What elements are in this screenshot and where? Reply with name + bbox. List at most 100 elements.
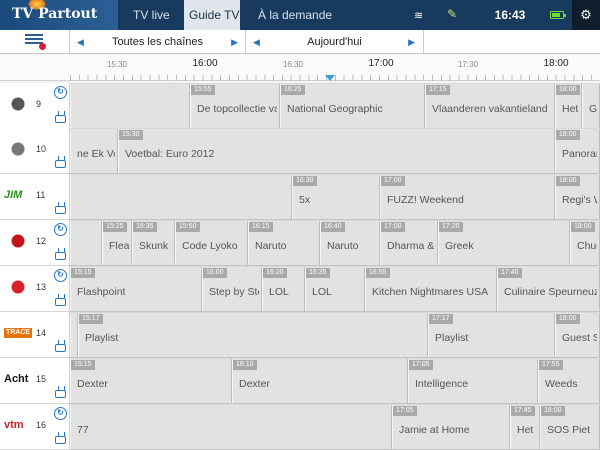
program-block[interactable]: Ge bbox=[582, 84, 600, 128]
program-block[interactable]: 18:00 Panorama bbox=[555, 129, 600, 173]
channel-cell[interactable]: Acht 15 bbox=[0, 358, 70, 404]
program-block[interactable]: 17:00 Dharma & bbox=[380, 221, 438, 265]
program-block[interactable]: 16:15 Naruto bbox=[248, 221, 320, 265]
program-block[interactable]: 16:00 Step by Ste bbox=[202, 267, 262, 311]
program-start-time: 15:35 bbox=[133, 222, 157, 232]
time-label: 18:00 bbox=[543, 58, 569, 69]
channel-cell[interactable]: 12 ↻ bbox=[0, 220, 70, 266]
program-title: SOS Piet bbox=[547, 424, 591, 436]
prev-channel-filter-icon[interactable]: ◀ bbox=[77, 37, 84, 47]
program-start-time: 16:00 bbox=[203, 268, 227, 278]
channel-cell[interactable]: JIM 11 bbox=[0, 174, 70, 220]
program-block[interactable] bbox=[70, 221, 102, 265]
program-block[interactable]: 15:17 Playlist bbox=[78, 313, 428, 357]
program-block[interactable]: 18:00 Regi's W bbox=[555, 175, 600, 219]
tab-tv-live[interactable]: TV live bbox=[133, 8, 170, 22]
program-block[interactable]: 16:20 LOL bbox=[262, 267, 305, 311]
program-title: Intelligence bbox=[415, 378, 469, 390]
program-title: Weeds bbox=[545, 378, 578, 390]
program-block[interactable]: 16:40 Naruto bbox=[320, 221, 380, 265]
program-block[interactable] bbox=[70, 84, 190, 128]
program-block[interactable]: 18:00 Chuck bbox=[570, 221, 600, 265]
program-block[interactable]: 17:15 Vlaanderen vakantieland bbox=[425, 84, 555, 128]
program-title: 5x bbox=[299, 194, 311, 206]
program-block[interactable]: 18:00 Het jo bbox=[555, 84, 582, 128]
wifi-icon: ≋ bbox=[414, 10, 424, 22]
program-block[interactable]: 17:00 FUZZ! Weekend bbox=[380, 175, 555, 219]
channel-cell[interactable]: TRACE 14 bbox=[0, 312, 70, 358]
program-block[interactable]: 17:17 Playlist bbox=[428, 313, 555, 357]
program-block[interactable]: 16:55 Kitchen Nightmares USA bbox=[365, 267, 497, 311]
channel-row: JIM 11 16:30 5x 17:00 FUZZ! Weekend 18:00 Regi'… bbox=[0, 174, 600, 220]
list-badge-dot bbox=[39, 43, 46, 50]
program-block[interactable]: 17:05 Jamie at Home bbox=[392, 405, 510, 449]
replay-icon[interactable]: ↻ bbox=[54, 86, 67, 99]
program-block[interactable]: 15:30 Voetbal: Euro 2012 bbox=[118, 129, 555, 173]
replay-icon[interactable]: ↻ bbox=[54, 223, 67, 236]
channel-cell[interactable]: 9 ↻ bbox=[0, 83, 70, 129]
program-lane: 15:15 Dexter 16:10 Dexter 17:05 Intelligence 1… bbox=[70, 358, 600, 404]
program-block[interactable]: ne Ek Voet bbox=[70, 129, 118, 173]
live-tv-icon[interactable] bbox=[55, 115, 66, 123]
time-label: 16:30 bbox=[282, 60, 304, 69]
program-lane: 16:30 5x 17:00 FUZZ! Weekend 18:00 Regi's W bbox=[70, 174, 600, 220]
program-block[interactable]: 17:45 Het r bbox=[510, 405, 540, 449]
tab-guide-tv[interactable]: Guide TV bbox=[184, 0, 240, 30]
program-block[interactable]: 17:05 Intelligence bbox=[408, 359, 538, 403]
program-title: National Geographic bbox=[287, 103, 383, 115]
program-block[interactable]: 16:35 LOL bbox=[305, 267, 365, 311]
program-block[interactable]: 15:25 Flea- bbox=[102, 221, 132, 265]
replay-icon[interactable]: ↻ bbox=[54, 407, 67, 420]
program-lane: 77 17:05 Jamie at Home 17:45 Het r 18:00 SOS P… bbox=[70, 404, 600, 450]
program-block[interactable]: 17:55 Weeds bbox=[538, 359, 600, 403]
replay-icon[interactable]: ↻ bbox=[54, 269, 67, 282]
live-tv-icon[interactable] bbox=[55, 344, 66, 352]
app-logo[interactable]: TV Partout bbox=[0, 0, 118, 30]
program-block[interactable]: 15:55 De topcollectie van bbox=[190, 84, 280, 128]
program-block[interactable]: 15:15 Dexter bbox=[70, 359, 232, 403]
channel-logo: Acht bbox=[4, 373, 29, 385]
day-label: Aujourd'hui bbox=[307, 36, 362, 48]
program-start-time: 15:15 bbox=[71, 360, 95, 370]
live-tv-icon[interactable] bbox=[55, 298, 66, 306]
live-tv-icon[interactable] bbox=[55, 252, 66, 260]
channel-row: 13 ↻ 15:15 Flashpoint 16:00 Step by Ste 16:20 L… bbox=[0, 266, 600, 312]
live-tv-icon[interactable] bbox=[55, 206, 66, 214]
channel-cell[interactable]: 10 bbox=[0, 128, 70, 174]
program-start-time: 16:40 bbox=[321, 222, 345, 232]
channel-filter-selector[interactable]: ◀ Toutes les chaînes ▶ bbox=[70, 30, 246, 54]
channel-list-button[interactable] bbox=[0, 30, 70, 54]
program-block[interactable]: 16:10 Dexter bbox=[232, 359, 408, 403]
program-block[interactable]: 18:00 Guest S bbox=[555, 313, 600, 357]
next-day-icon[interactable]: ▶ bbox=[408, 37, 415, 47]
program-block[interactable]: 77 bbox=[70, 405, 392, 449]
program-block[interactable]: 15:50 Code Lyoko bbox=[175, 221, 248, 265]
program-block[interactable]: 17:40 Culinaire Speurneuz bbox=[497, 267, 600, 311]
live-tv-icon[interactable] bbox=[55, 160, 66, 168]
program-title: Het r bbox=[517, 424, 537, 436]
live-tv-icon[interactable] bbox=[55, 390, 66, 398]
settings-gear-icon[interactable]: ⚙ bbox=[572, 0, 600, 30]
program-title: Flea- bbox=[109, 240, 129, 252]
program-block[interactable]: 15:35 Skunk F bbox=[132, 221, 175, 265]
program-block[interactable]: 17:20 Greek bbox=[438, 221, 570, 265]
channel-number: 13 bbox=[36, 282, 47, 292]
channel-cell[interactable]: vtm 16 ↻ bbox=[0, 404, 70, 450]
program-block[interactable]: 15:15 Flashpoint bbox=[70, 267, 202, 311]
program-block[interactable] bbox=[70, 313, 78, 357]
prev-day-icon[interactable]: ◀ bbox=[253, 37, 260, 47]
live-tv-icon[interactable] bbox=[55, 436, 66, 444]
day-selector[interactable]: ◀ Aujourd'hui ▶ bbox=[246, 30, 424, 54]
program-block[interactable]: 16:25 National Geographic bbox=[280, 84, 425, 128]
program-title: LOL bbox=[269, 286, 289, 298]
program-block[interactable]: 18:00 SOS Piet bbox=[540, 405, 600, 449]
program-start-time: 15:55 bbox=[191, 85, 215, 95]
tab-a-la-demande[interactable]: À la demande bbox=[258, 8, 333, 22]
time-label: 15:30 bbox=[106, 60, 128, 69]
next-channel-filter-icon[interactable]: ▶ bbox=[231, 37, 238, 47]
channel-number: 16 bbox=[36, 420, 47, 430]
program-block[interactable] bbox=[70, 175, 292, 219]
channel-cell[interactable]: 13 ↻ bbox=[0, 266, 70, 312]
program-block[interactable]: 16:30 5x bbox=[292, 175, 380, 219]
edit-icon[interactable]: ✎ bbox=[447, 7, 458, 21]
